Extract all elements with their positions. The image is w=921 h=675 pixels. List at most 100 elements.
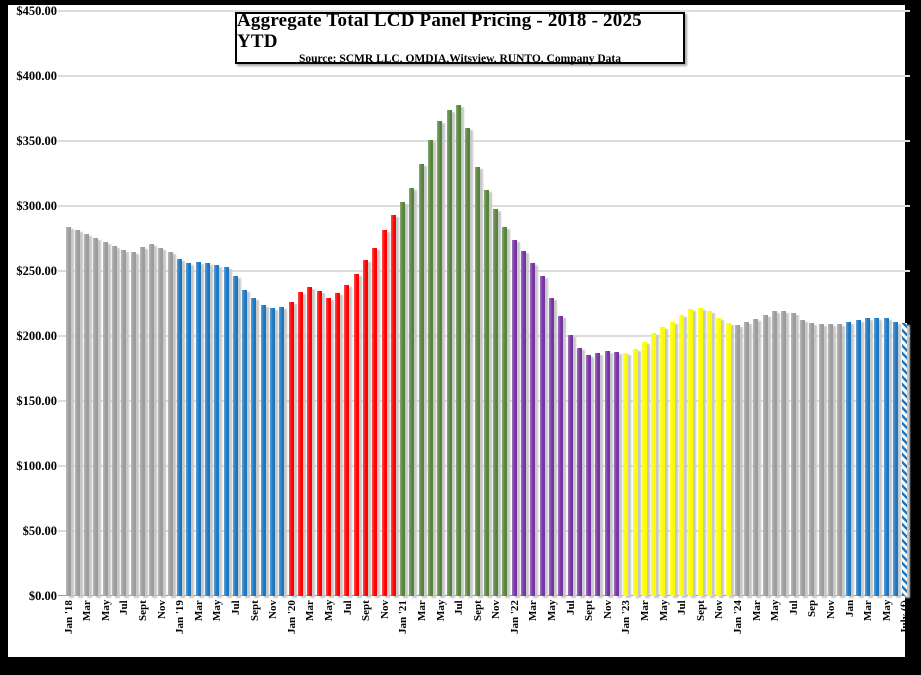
bar bbox=[65, 226, 71, 596]
bar bbox=[548, 298, 554, 596]
bar bbox=[223, 267, 229, 596]
x-tick-label: Nov bbox=[155, 600, 168, 619]
bar bbox=[595, 352, 601, 596]
bar bbox=[725, 323, 731, 596]
bar bbox=[177, 259, 183, 596]
x-tick-label: May bbox=[657, 600, 670, 622]
bar bbox=[837, 324, 843, 596]
x-tick-label: Jul bbox=[118, 600, 131, 615]
bar bbox=[790, 312, 796, 596]
bar bbox=[372, 247, 378, 596]
x-tick-label: Sept bbox=[360, 600, 373, 621]
x-tick-label: Nov bbox=[490, 600, 503, 619]
bar bbox=[753, 319, 759, 596]
title-box: Aggregate Total LCD Panel Pricing - 2018… bbox=[235, 9, 685, 66]
x-tick-label: Jan '22 bbox=[508, 600, 521, 634]
bar bbox=[604, 350, 610, 596]
x-tick-label: May bbox=[211, 600, 224, 622]
x-tick-label: Jan bbox=[843, 600, 856, 618]
chart-panel: Aggregate Total LCD Panel Pricing - 2018… bbox=[8, 4, 911, 657]
chart-subtitle: Source: SCMR LLC, OMDIA,Witsview, RUNTO,… bbox=[298, 53, 621, 66]
bar bbox=[455, 104, 461, 596]
x-tick-label: Nov bbox=[378, 600, 391, 619]
bar bbox=[121, 250, 127, 596]
x-tick-label: Sept bbox=[694, 600, 707, 621]
x-tick-label: Mar bbox=[750, 600, 763, 621]
bar bbox=[679, 314, 685, 596]
bar bbox=[325, 297, 331, 596]
bar bbox=[892, 322, 898, 596]
x-tick-label: Mar bbox=[639, 600, 652, 621]
bar bbox=[204, 263, 210, 596]
x-tick-label: Jul bbox=[676, 600, 689, 615]
x-tick-label: Mar bbox=[415, 600, 428, 621]
y-tick-label: $150.00 bbox=[16, 394, 57, 408]
bar bbox=[493, 208, 499, 596]
bar bbox=[381, 230, 387, 596]
x-tick-label: Nov bbox=[267, 600, 280, 619]
bar bbox=[688, 309, 694, 596]
bar bbox=[428, 139, 434, 596]
y-tick-label: $50.00 bbox=[22, 524, 57, 538]
bar bbox=[316, 290, 322, 596]
bar bbox=[669, 321, 675, 596]
chart-title: Aggregate Total LCD Panel Pricing - 2018… bbox=[237, 9, 642, 52]
bar bbox=[409, 187, 415, 596]
x-tick-label: Jan '20 bbox=[285, 600, 298, 634]
x-tick-label: Mar bbox=[527, 600, 540, 621]
gridline bbox=[58, 10, 910, 12]
x-tick-label: May bbox=[880, 600, 893, 622]
x-tick-label: May bbox=[99, 600, 112, 622]
gridline bbox=[58, 75, 910, 77]
x-tick-label: Nov bbox=[824, 600, 837, 619]
x-tick-label: Jan '21 bbox=[397, 600, 410, 634]
bar bbox=[74, 230, 80, 596]
x-tick-label: Jul bbox=[453, 600, 466, 615]
x-tick-label: Nov bbox=[601, 600, 614, 619]
bar bbox=[270, 308, 276, 596]
bar bbox=[818, 323, 824, 596]
bar bbox=[641, 341, 647, 596]
bar bbox=[139, 246, 145, 596]
bar-forecast-hatched bbox=[902, 323, 908, 596]
x-tick-label: Sept bbox=[583, 600, 596, 621]
bar bbox=[539, 276, 545, 596]
x-tick-label: May bbox=[434, 600, 447, 622]
x-tick-label: Jul bbox=[564, 600, 577, 615]
bar bbox=[567, 334, 573, 596]
bar bbox=[260, 304, 266, 596]
bar bbox=[697, 308, 703, 596]
bar bbox=[586, 354, 592, 596]
x-tick-label: May bbox=[546, 600, 559, 622]
bar bbox=[288, 301, 294, 596]
bar bbox=[502, 227, 508, 596]
x-tick-label: July (f) bbox=[899, 600, 912, 634]
bar bbox=[362, 259, 368, 596]
bar bbox=[632, 349, 638, 596]
y-tick-label: $300.00 bbox=[16, 199, 57, 213]
bar bbox=[195, 261, 201, 596]
x-tick-label: Jul bbox=[229, 600, 242, 615]
bar bbox=[297, 291, 303, 596]
x-tick-label: Sept bbox=[248, 600, 261, 621]
bar bbox=[511, 239, 517, 596]
gridline bbox=[58, 140, 910, 142]
bar bbox=[102, 241, 108, 596]
y-tick-label: $400.00 bbox=[16, 69, 57, 83]
bar bbox=[242, 289, 248, 596]
bar bbox=[799, 319, 805, 596]
x-tick-label: Jan '18 bbox=[62, 600, 75, 634]
bar bbox=[855, 319, 861, 596]
y-tick-label: $0.00 bbox=[28, 589, 57, 603]
bar bbox=[186, 262, 192, 596]
x-tick-label: Mar bbox=[862, 600, 875, 621]
bar bbox=[781, 310, 787, 596]
y-tick-label: $350.00 bbox=[16, 134, 57, 148]
x-tick-label: Sept bbox=[471, 600, 484, 621]
bar bbox=[651, 333, 657, 596]
bar bbox=[130, 252, 136, 596]
y-tick-label: $450.00 bbox=[16, 4, 57, 18]
plot-area bbox=[58, 10, 910, 596]
bar bbox=[660, 326, 666, 596]
bar bbox=[762, 315, 768, 596]
